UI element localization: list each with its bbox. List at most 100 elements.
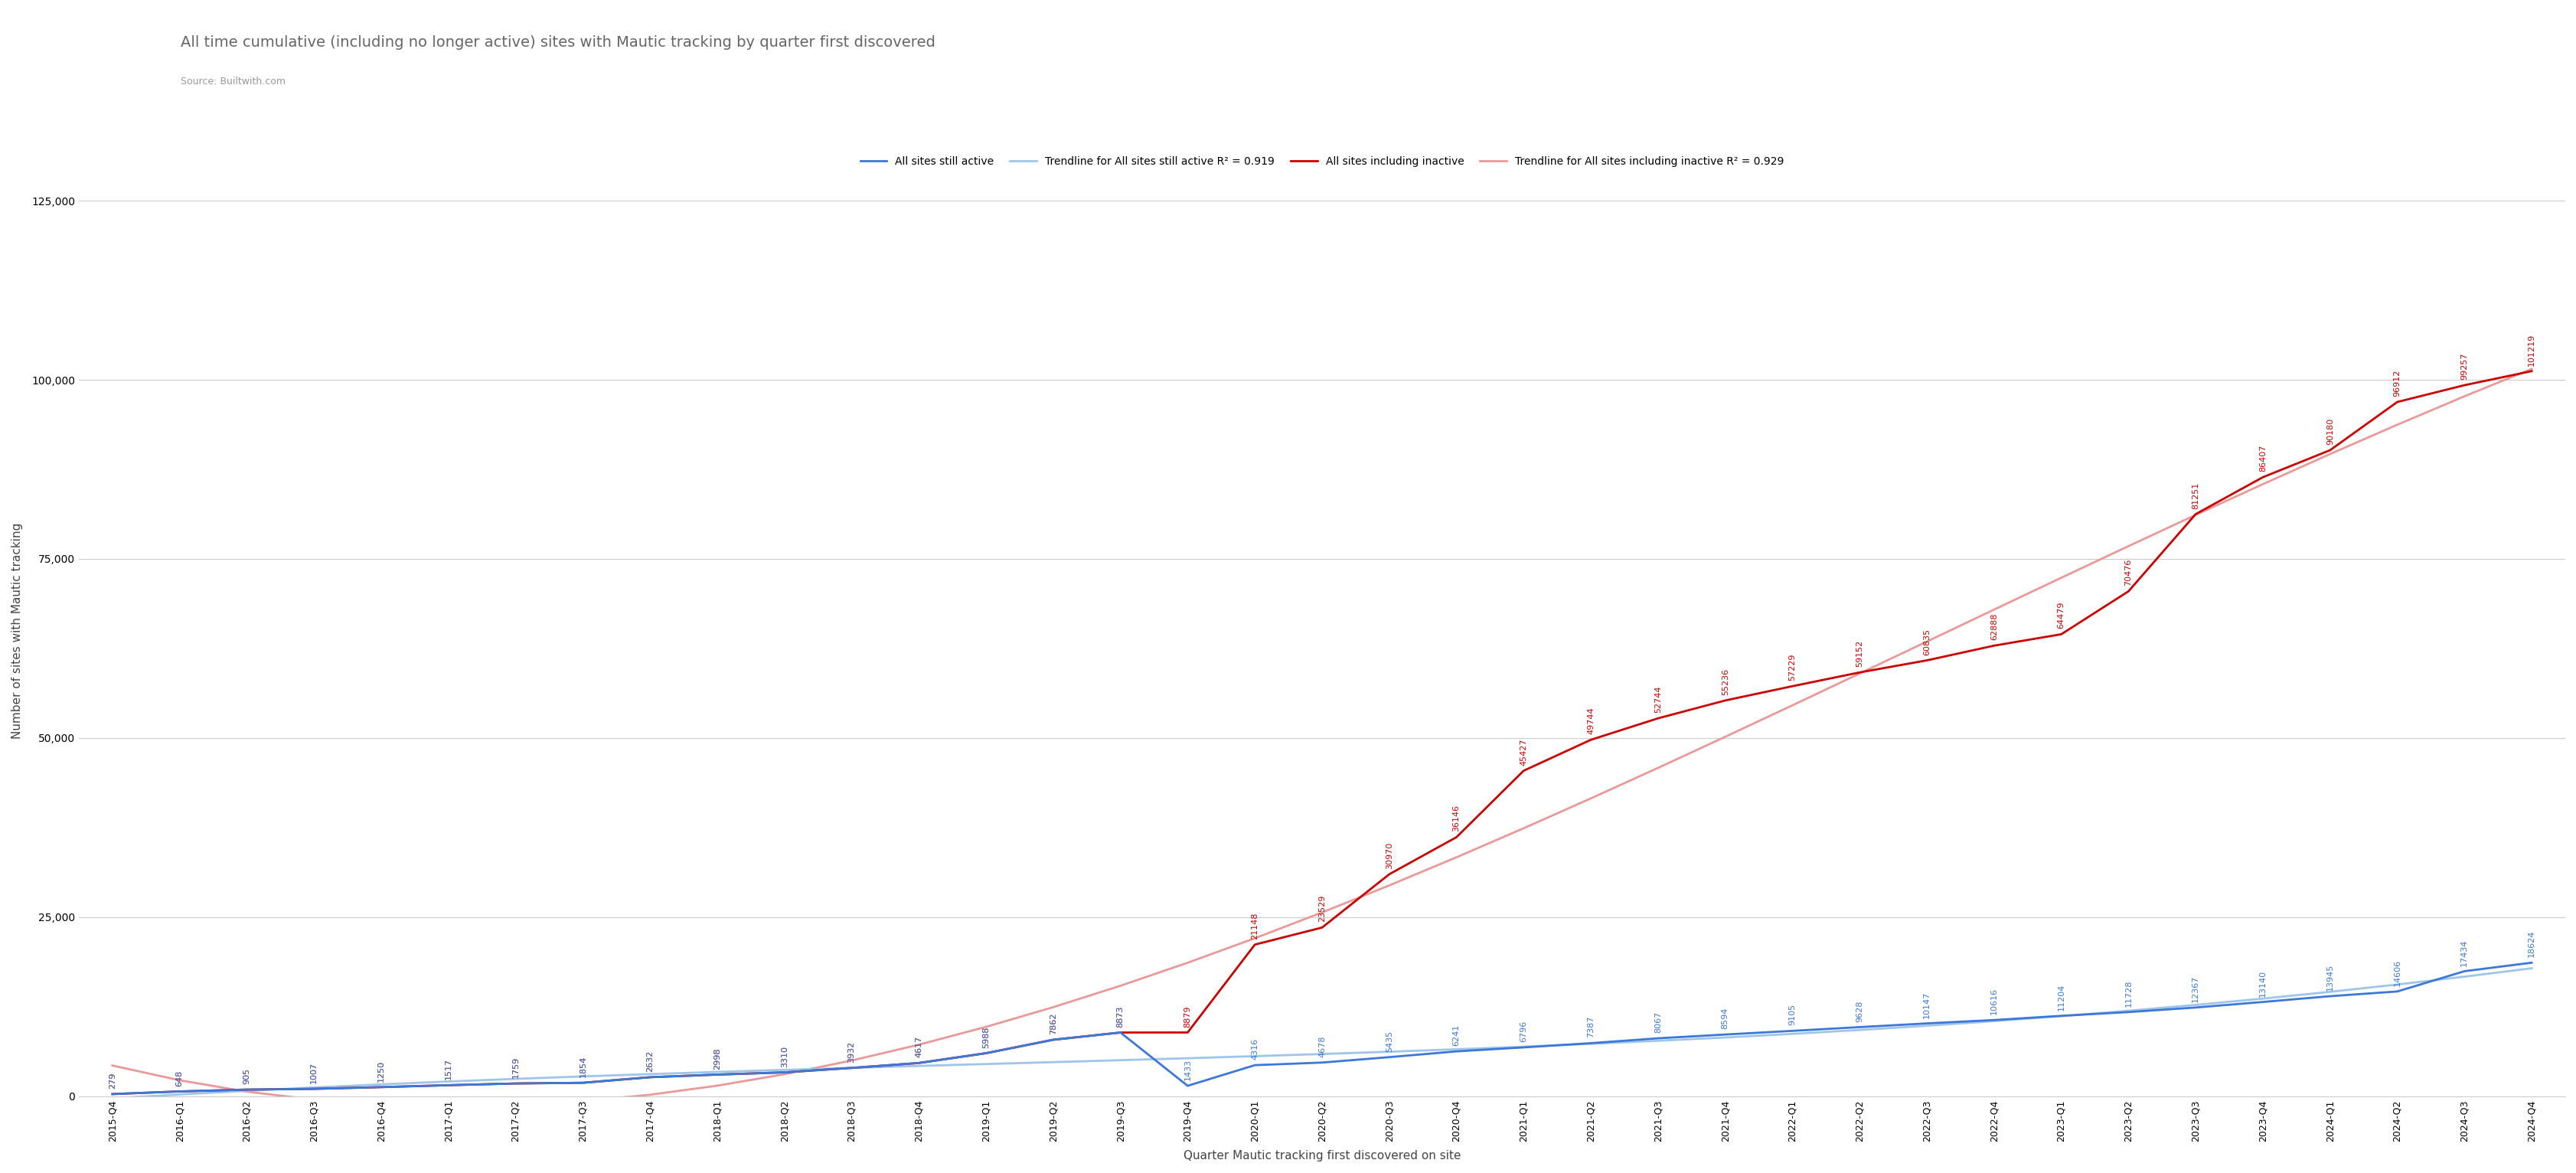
Text: 2632: 2632 [647,1050,654,1072]
Text: 279: 279 [108,1072,116,1089]
All sites still active [971,1046,1002,1060]
Text: 648: 648 [175,1070,183,1086]
Trendline for All sites still active R² = 0.919 [701,1065,732,1079]
Text: All time cumulative (including no longer active) sites with Mautic tracking by q: All time cumulative (including no longer… [180,35,935,49]
Trendline for All sites still active R² = 0.919 [1777,1026,1808,1040]
Trendline for All sites still active R² = 0.919 [971,1057,1002,1071]
Text: 905: 905 [242,1069,250,1084]
All sites including inactive [299,1082,330,1096]
All sites still active [1710,1028,1741,1042]
All sites including inactive [1239,937,1270,951]
All sites including inactive [2517,364,2548,378]
Trendline for All sites including inactive R² = 0.929 [904,1038,935,1052]
Trendline for All sites including inactive R² = 0.929 [971,1019,1002,1033]
Trendline for All sites including inactive R² = 0.929 [1239,931,1270,945]
Text: 3932: 3932 [848,1040,855,1063]
All sites including inactive [2380,395,2411,409]
Trendline for All sites still active R² = 0.919 [2313,985,2344,999]
Text: 11204: 11204 [2056,983,2063,1010]
All sites still active [299,1082,330,1096]
Text: 52744: 52744 [1654,686,1662,713]
Text: 9628: 9628 [1855,1001,1862,1022]
Trendline for All sites still active R² = 0.919 [1911,1018,1942,1032]
Text: 49744: 49744 [1587,707,1595,734]
Text: 90180: 90180 [2326,418,2334,445]
Text: 17434: 17434 [2460,938,2468,965]
Y-axis label: Number of sites with Mautic tracking: Number of sites with Mautic tracking [10,522,23,739]
Text: 1854: 1854 [580,1056,587,1078]
Text: 21148: 21148 [1252,913,1257,940]
Text: 8873: 8873 [1115,1005,1123,1028]
All sites still active [433,1078,464,1092]
Text: 7387: 7387 [1587,1016,1595,1038]
All sites still active [165,1084,196,1098]
All sites still active [634,1070,665,1084]
Trendline for All sites including inactive R² = 0.929 [1710,730,1741,744]
Text: 14606: 14606 [2393,960,2401,986]
Text: 4617: 4617 [914,1036,922,1058]
All sites still active [2246,995,2277,1009]
All sites still active [366,1080,397,1094]
All sites including inactive [1306,921,1337,935]
Trendline for All sites including inactive R² = 0.929 [1440,850,1471,865]
Trendline for All sites still active R² = 0.919 [2246,991,2277,1005]
Trendline for All sites including inactive R² = 0.929 [1038,1001,1069,1015]
Trendline for All sites still active R² = 0.919 [837,1060,868,1074]
Text: 3310: 3310 [781,1045,788,1067]
Trendline for All sites still active R² = 0.919 [98,1091,129,1105]
Trendline for All sites including inactive R² = 0.929 [768,1067,799,1082]
All sites still active [1440,1044,1471,1058]
Trendline for All sites including inactive R² = 0.929 [1574,792,1605,806]
All sites still active [701,1067,732,1082]
Text: 1517: 1517 [446,1058,453,1080]
Line: All sites including inactive: All sites including inactive [113,371,2532,1094]
All sites including inactive [904,1056,935,1070]
Trendline for All sites including inactive R² = 0.929 [1507,821,1538,835]
Trendline for All sites including inactive R² = 0.929 [1844,666,1875,680]
All sites still active [567,1076,598,1090]
All sites still active [1911,1016,1942,1030]
Text: 4678: 4678 [1319,1036,1327,1057]
Text: 6796: 6796 [1520,1021,1528,1042]
All sites still active [1239,1058,1270,1072]
Text: 13140: 13140 [2259,970,2267,997]
Text: 648: 648 [175,1070,183,1086]
Trendline for All sites still active R² = 0.919 [2112,1004,2143,1018]
All sites including inactive [1172,1025,1203,1039]
Text: 8879: 8879 [1182,1005,1190,1028]
Text: 1854: 1854 [580,1056,587,1078]
All sites still active [768,1065,799,1079]
Trendline for All sites including inactive R² = 0.929 [837,1053,868,1067]
Trendline for All sites including inactive R² = 0.929 [1978,603,2009,617]
Trendline for All sites including inactive R² = 0.929 [299,1092,330,1106]
Trendline for All sites still active R² = 0.919 [2380,977,2411,991]
All sites including inactive [768,1065,799,1079]
Text: 1250: 1250 [376,1060,384,1082]
X-axis label: Quarter Mautic tracking first discovered on site: Quarter Mautic tracking first discovered… [1182,1150,1461,1161]
Line: Trendline for All sites still active R² = 0.919: Trendline for All sites still active R² … [113,968,2532,1098]
All sites including inactive [1911,653,1942,667]
Trendline for All sites including inactive R² = 0.929 [1777,698,1808,712]
All sites including inactive [366,1080,397,1094]
All sites including inactive [2112,584,2143,598]
Trendline for All sites including inactive R² = 0.929 [634,1087,665,1101]
Text: 5435: 5435 [1386,1030,1394,1052]
Trendline for All sites still active R² = 0.919 [299,1080,330,1094]
Trendline for All sites including inactive R² = 0.929 [567,1094,598,1108]
Text: 59152: 59152 [1855,640,1862,667]
Text: 45427: 45427 [1520,738,1528,766]
Trendline for All sites including inactive R² = 0.929 [232,1085,263,1099]
Trendline for All sites still active R² = 0.919 [1507,1039,1538,1053]
Legend: All sites still active, Trendline for All sites still active R² = 0.919, All sit: All sites still active, Trendline for Al… [855,151,1788,171]
Trendline for All sites including inactive R² = 0.929 [2179,508,2210,522]
Text: 1250: 1250 [376,1060,384,1082]
All sites including inactive [98,1087,129,1101]
Trendline for All sites including inactive R² = 0.929 [2380,418,2411,432]
Text: 10147: 10147 [1922,991,1929,1018]
Trendline for All sites including inactive R² = 0.929 [1641,761,1672,775]
Trendline for All sites still active R² = 0.919 [2447,970,2478,984]
Trendline for All sites still active R² = 0.919 [1574,1037,1605,1051]
Text: 1007: 1007 [309,1062,317,1084]
Text: 12367: 12367 [2192,975,2200,1002]
All sites including inactive [1777,679,1808,693]
